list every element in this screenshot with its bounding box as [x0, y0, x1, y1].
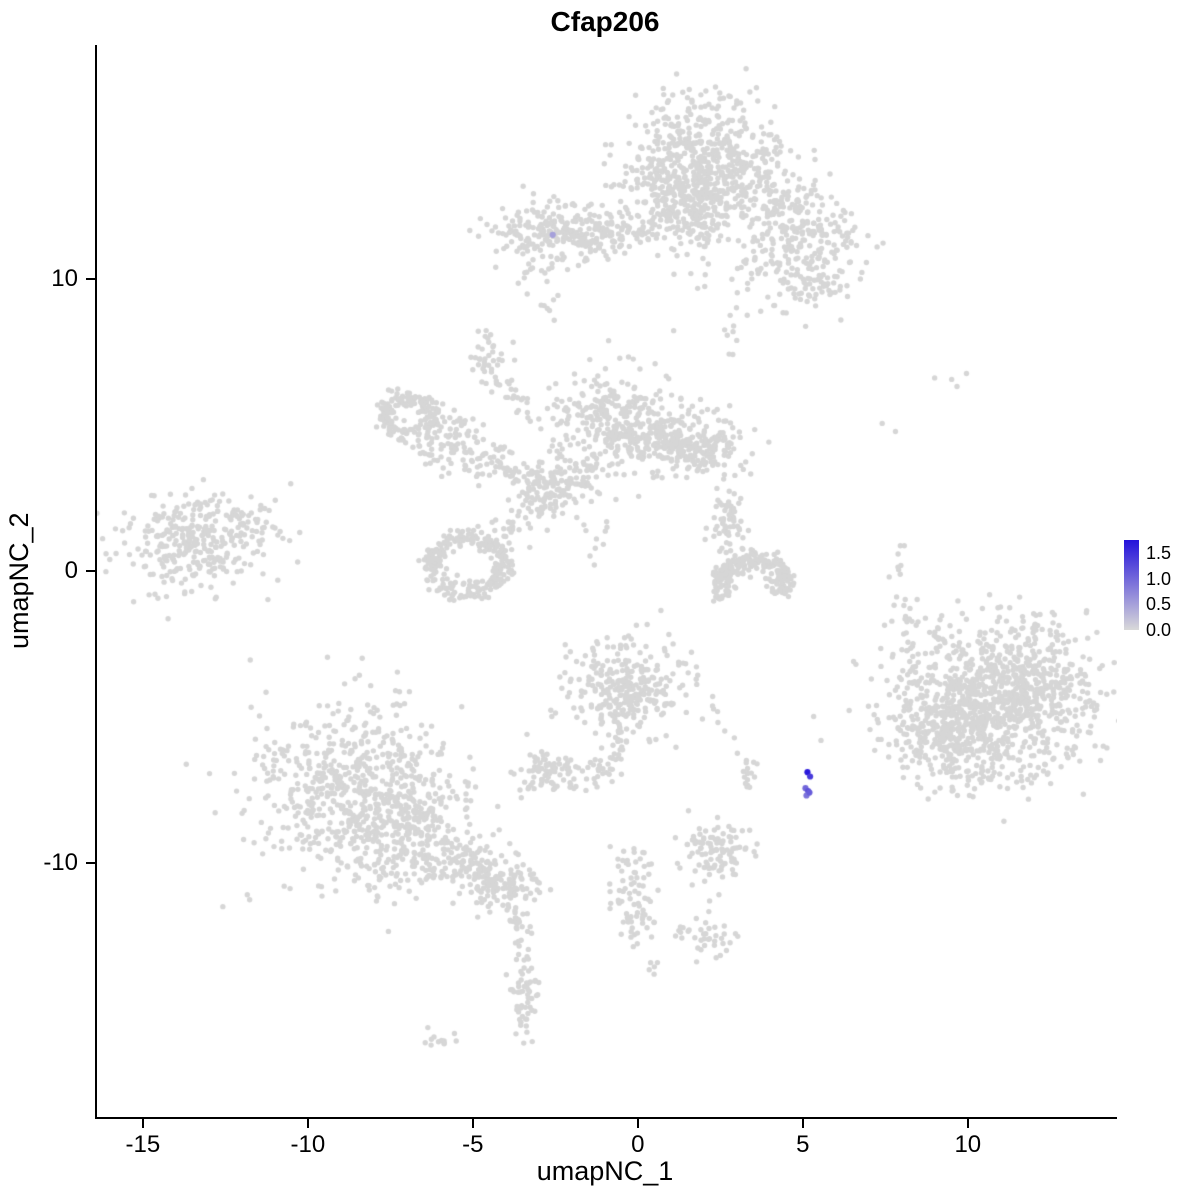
- legend-tick-label: 1.0: [1146, 568, 1172, 589]
- y-tick-mark: [86, 277, 95, 280]
- x-tick-label: -5: [462, 1131, 484, 1158]
- x-axis-label: umapNC_1: [536, 1156, 674, 1186]
- legend-tick-label: 0.0: [1146, 620, 1172, 640]
- y-tick-label: 0: [64, 556, 78, 584]
- y-tick-mark: [86, 569, 95, 572]
- x-tick-label: 5: [796, 1131, 810, 1158]
- x-tick-mark: [471, 1119, 474, 1128]
- y-tick-mark: [86, 861, 95, 864]
- x-tick-label: 10: [954, 1131, 982, 1158]
- plot-title: Cfap206: [550, 6, 660, 37]
- x-tick-mark: [306, 1119, 309, 1128]
- x-tick-mark: [801, 1119, 804, 1128]
- x-tick-label: -15: [125, 1131, 161, 1158]
- y-tick-label: -10: [43, 848, 78, 876]
- plot-panel: [95, 45, 1117, 1119]
- x-tick-label: -10: [290, 1131, 326, 1158]
- legend-gradient-bar: [1124, 540, 1139, 630]
- legend-tick-label: 1.5: [1146, 542, 1172, 563]
- expression-legend: 1.5 1.0 0.5 0.0: [1124, 540, 1200, 640]
- y-tick-label: 10: [51, 264, 78, 292]
- x-tick-mark: [636, 1119, 639, 1128]
- umap-scatter-canvas: [97, 45, 1117, 1117]
- x-tick-label: 0: [631, 1131, 645, 1158]
- x-tick-mark: [966, 1119, 969, 1128]
- x-tick-mark: [141, 1119, 144, 1128]
- legend-tick-label: 0.5: [1146, 594, 1172, 615]
